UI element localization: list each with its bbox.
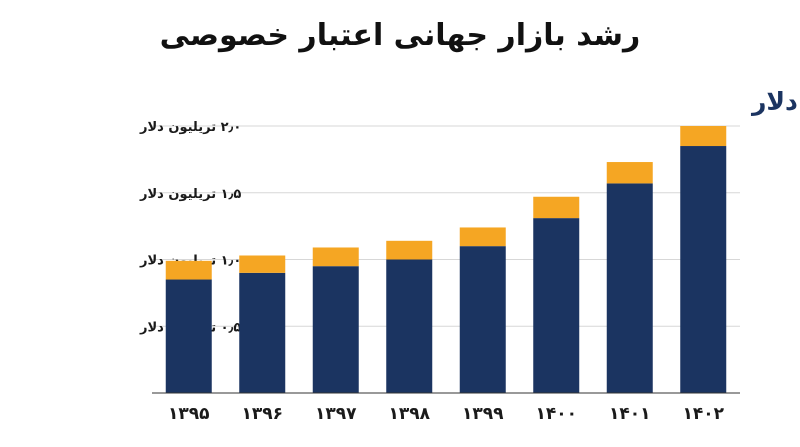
x-tick-label: ۱۳۹۵ bbox=[168, 404, 210, 424]
bar-segment-top bbox=[533, 196, 580, 219]
bar-segment-top bbox=[386, 240, 433, 260]
bar-segment-top bbox=[606, 162, 653, 184]
bar-segment-top bbox=[680, 126, 727, 147]
bar-segment-base bbox=[606, 183, 653, 393]
peak-annotation: ۲ تریلیون دلار bbox=[750, 87, 800, 117]
bar-segment-top bbox=[239, 255, 286, 273]
bar-segment-base bbox=[239, 272, 286, 393]
chart-title: رشد بازار جهانی اعتبار خصوصی bbox=[159, 18, 641, 53]
x-tick-label: ۱۴۰۲ bbox=[682, 404, 724, 424]
x-tick-label: ۱۴۰۰ bbox=[535, 404, 577, 424]
y-tick-label: ۲٫۰ تریلیون دلار bbox=[139, 120, 241, 135]
x-axis-tick-labels: ۱۳۹۵ ۱۳۹۶ ۱۳۹۷ ۱۳۹۸ ۱۳۹۹ ۱۴۰۰ ۱۴۰۱ ۱۴۰۲ bbox=[168, 404, 725, 424]
bar-segment-top bbox=[459, 227, 506, 247]
bar-segment-base bbox=[680, 146, 727, 393]
x-tick-label: ۱۳۹۷ bbox=[315, 404, 357, 424]
x-tick-label: ۱۳۹۹ bbox=[462, 404, 504, 424]
x-tick-label: ۱۴۰۱ bbox=[609, 404, 651, 424]
bar-segment-top bbox=[312, 247, 359, 267]
bars bbox=[165, 126, 727, 393]
bar-segment-base bbox=[165, 279, 212, 393]
bar-segment-top bbox=[165, 260, 212, 280]
x-tick-label: ۱۳۹۸ bbox=[388, 404, 430, 424]
x-tick-label: ۱۳۹۶ bbox=[241, 404, 283, 424]
bar-segment-base bbox=[533, 218, 580, 393]
bar-segment-base bbox=[312, 266, 359, 393]
y-tick-label: ۱٫۵ تریلیون دلار bbox=[139, 187, 241, 202]
bar-segment-base bbox=[459, 246, 506, 393]
bar-segment-base bbox=[386, 259, 433, 393]
